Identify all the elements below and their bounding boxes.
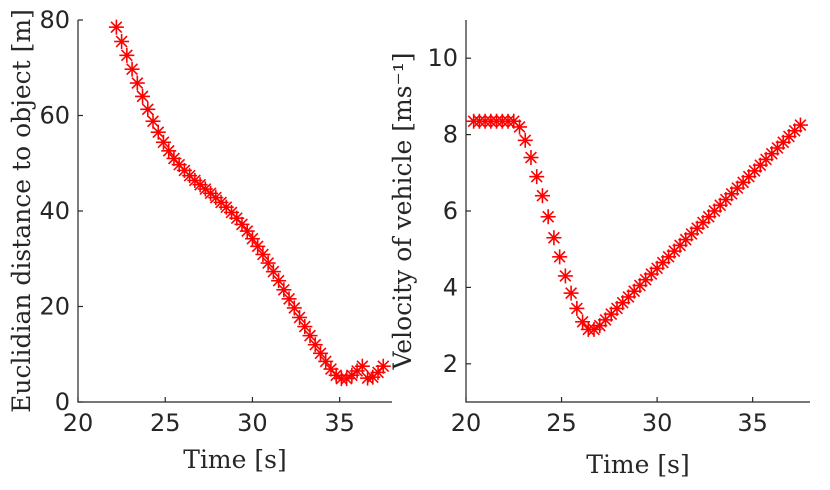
y-tick-label: 2 [443, 350, 458, 378]
velocity-chart-axes [465, 20, 810, 403]
data-point [557, 268, 573, 284]
data-point [265, 264, 281, 280]
velocity-chart-xlabel: Time [s] [586, 450, 689, 479]
velocity-chart: 20 25 30 35 2 4 6 8 10 Time [s] Velocity of vehi… [388, 20, 810, 479]
velocity-chart-ylabel: Velocity of vehicle [ms⁻¹] [388, 53, 417, 371]
x-tick-label: 35 [324, 409, 355, 437]
x-tick-label: 20 [451, 409, 482, 437]
data-point [271, 273, 287, 289]
data-point [260, 255, 276, 271]
y-tick-label: 60 [39, 102, 70, 130]
data-point [523, 150, 539, 166]
data-point [250, 238, 266, 254]
data-point [297, 319, 313, 335]
data-point [540, 209, 556, 225]
data-point [563, 285, 579, 301]
data-point [239, 223, 255, 239]
y-tick-label: 80 [39, 6, 70, 34]
data-point [375, 358, 391, 374]
x-tick-label: 25 [546, 409, 577, 437]
x-tick-label: 25 [150, 409, 181, 437]
y-tick-label: 10 [427, 44, 458, 72]
x-tick-label: 30 [237, 409, 268, 437]
data-point [792, 117, 808, 133]
data-point [312, 345, 328, 361]
data-point [517, 132, 533, 148]
data-point [552, 249, 568, 265]
distance-chart-markers [108, 19, 391, 387]
data-point [244, 231, 260, 247]
y-tick-label: 0 [55, 388, 70, 416]
data-point [108, 19, 124, 35]
data-point [546, 230, 562, 246]
velocity-chart-ticks: 20 25 30 35 2 4 6 8 10 [427, 44, 767, 437]
data-point [307, 337, 323, 353]
velocity-chart-markers [466, 113, 808, 337]
data-point [114, 33, 130, 49]
distance-chart-xlabel: Time [s] [183, 445, 286, 474]
data-point [529, 169, 545, 185]
data-point [354, 358, 370, 374]
data-point [140, 101, 156, 117]
data-point [145, 113, 161, 129]
data-point [129, 75, 145, 91]
data-point [276, 282, 292, 298]
distance-chart-ylabel: Euclidian distance to object [m] [7, 9, 36, 413]
data-point [281, 291, 297, 307]
x-tick-label: 35 [737, 409, 768, 437]
data-point [569, 300, 585, 316]
x-tick-label: 20 [63, 409, 94, 437]
x-tick-label: 30 [642, 409, 673, 437]
data-point [302, 328, 318, 344]
y-tick-label: 4 [443, 273, 458, 301]
data-point [234, 216, 250, 232]
data-point [124, 61, 140, 77]
data-point [155, 134, 171, 150]
y-tick-label: 20 [39, 293, 70, 321]
y-tick-label: 8 [443, 121, 458, 149]
y-tick-label: 40 [39, 197, 70, 225]
data-point [119, 47, 135, 63]
data-point [135, 88, 151, 104]
data-point [512, 119, 528, 135]
y-tick-label: 6 [443, 197, 458, 225]
data-point [615, 295, 631, 311]
data-point [161, 143, 177, 159]
distance-chart-axes [77, 20, 392, 403]
data-point [575, 314, 591, 330]
data-point [318, 353, 334, 369]
data-point [292, 309, 308, 325]
data-point [255, 246, 271, 262]
data-point [534, 188, 550, 204]
